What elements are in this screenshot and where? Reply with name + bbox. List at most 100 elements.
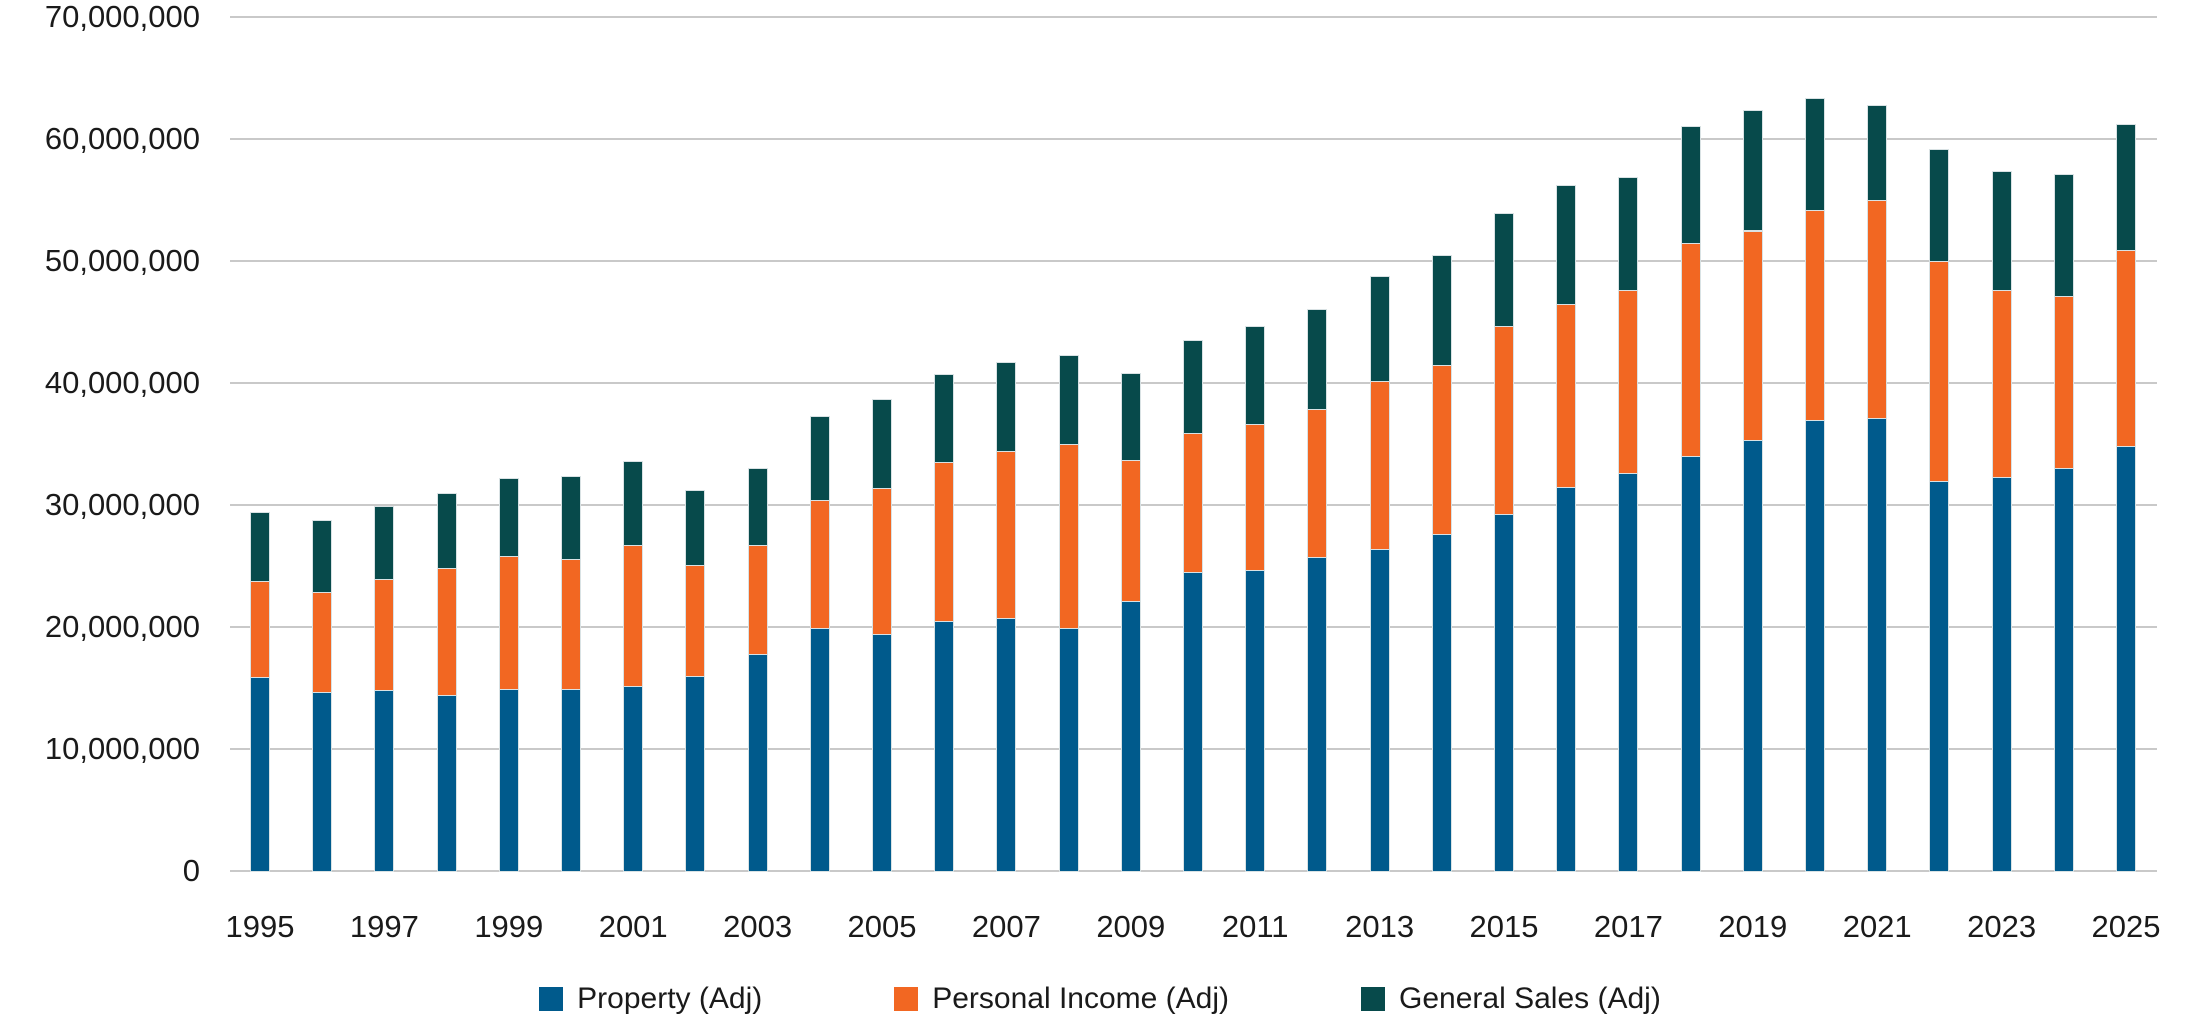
bar-segment-2016-personal-income-adj[interactable] <box>1556 303 1577 488</box>
bar-segment-2013-property-adj[interactable] <box>1369 548 1390 872</box>
bar-segment-2006-personal-income-adj[interactable] <box>934 462 955 622</box>
bar-segment-2001-general-sales-adj[interactable] <box>623 461 644 547</box>
bar-segment-1996-property-adj[interactable] <box>312 691 333 872</box>
bar-segment-2018-property-adj[interactable] <box>1680 456 1701 872</box>
bar-segment-2002-property-adj[interactable] <box>685 675 706 872</box>
bar-segment-1997-personal-income-adj[interactable] <box>374 579 395 692</box>
bar-segment-2018-general-sales-adj[interactable] <box>1680 125 1701 244</box>
bar-segment-2023-property-adj[interactable] <box>1991 476 2012 872</box>
legend-swatch-general-sales-adj <box>1361 987 1386 1011</box>
bar-segment-1995-general-sales-adj[interactable] <box>250 512 270 582</box>
bar-segment-1997-general-sales-adj[interactable] <box>374 506 395 581</box>
bar-segment-2025-general-sales-adj[interactable] <box>2116 124 2136 252</box>
bar-segment-2008-general-sales-adj[interactable] <box>1058 354 1079 445</box>
bar-segment-2025-property-adj[interactable] <box>2116 446 2136 872</box>
bar-segment-2003-personal-income-adj[interactable] <box>747 545 768 655</box>
bar-segment-2015-general-sales-adj[interactable] <box>1494 213 1514 327</box>
bar-segment-2011-general-sales-adj[interactable] <box>1245 325 1266 426</box>
bar-segment-1996-general-sales-adj[interactable] <box>312 519 333 593</box>
bar-segment-2002-general-sales-adj[interactable] <box>685 490 706 566</box>
bar-segment-1999-property-adj[interactable] <box>498 689 519 872</box>
bar-segment-2005-general-sales-adj[interactable] <box>872 398 892 489</box>
bar-segment-2024-property-adj[interactable] <box>2053 468 2074 872</box>
bar-segment-2004-property-adj[interactable] <box>809 628 830 872</box>
bar-segment-2012-personal-income-adj[interactable] <box>1307 408 1328 559</box>
bar-segment-2019-personal-income-adj[interactable] <box>1742 230 1763 442</box>
y-axis-tick-label: 10,000,000 <box>44 731 200 766</box>
x-axis-tick-label-2023: 2023 <box>1967 909 2037 944</box>
bar-segment-2006-property-adj[interactable] <box>934 620 955 872</box>
bar-segment-1999-general-sales-adj[interactable] <box>498 478 519 558</box>
bar-segment-2007-general-sales-adj[interactable] <box>996 362 1017 453</box>
bar-segment-2005-property-adj[interactable] <box>872 634 892 872</box>
legend-item-personal-income-adj[interactable]: Personal Income (Adj) <box>894 982 1229 1016</box>
bar-segment-2006-general-sales-adj[interactable] <box>934 374 955 464</box>
bar-segment-2020-general-sales-adj[interactable] <box>1805 97 1825 211</box>
bar-segment-2000-property-adj[interactable] <box>561 689 581 872</box>
bar-segment-2017-personal-income-adj[interactable] <box>1618 290 1639 475</box>
bar-segment-2015-personal-income-adj[interactable] <box>1494 325 1514 515</box>
bar-segment-2020-property-adj[interactable] <box>1805 419 1825 872</box>
bar-segment-2016-property-adj[interactable] <box>1556 486 1577 872</box>
bar-segment-1997-property-adj[interactable] <box>374 690 395 872</box>
bar-segment-2009-general-sales-adj[interactable] <box>1120 373 1141 461</box>
bar-segment-2007-personal-income-adj[interactable] <box>996 451 1017 620</box>
bar-segment-2007-property-adj[interactable] <box>996 618 1017 872</box>
bar-segment-1998-personal-income-adj[interactable] <box>436 568 457 697</box>
bar-segment-2021-general-sales-adj[interactable] <box>1867 104 1888 201</box>
bar-segment-2020-personal-income-adj[interactable] <box>1805 209 1825 421</box>
bar-segment-2022-property-adj[interactable] <box>1929 480 1950 872</box>
bar-segment-2010-general-sales-adj[interactable] <box>1183 340 1203 435</box>
bar-segment-1998-property-adj[interactable] <box>436 695 457 872</box>
bar-segment-2022-general-sales-adj[interactable] <box>1929 148 1950 262</box>
legend-item-general-sales-adj[interactable]: General Sales (Adj) <box>1361 982 1661 1016</box>
bar-segment-2014-general-sales-adj[interactable] <box>1431 254 1452 366</box>
bar-segment-2000-personal-income-adj[interactable] <box>561 558 581 691</box>
bar-segment-2001-personal-income-adj[interactable] <box>623 545 644 687</box>
bar-segment-2023-personal-income-adj[interactable] <box>1991 290 2012 478</box>
bar-segment-2024-general-sales-adj[interactable] <box>2053 174 2074 298</box>
bar-segment-2009-property-adj[interactable] <box>1120 601 1141 872</box>
bar-segment-2009-personal-income-adj[interactable] <box>1120 459 1141 603</box>
bar-segment-2000-general-sales-adj[interactable] <box>561 475 581 560</box>
bar-segment-2012-property-adj[interactable] <box>1307 557 1328 872</box>
bar-segment-2001-property-adj[interactable] <box>623 685 644 872</box>
bar-segment-2016-general-sales-adj[interactable] <box>1556 185 1577 305</box>
bar-segment-2013-general-sales-adj[interactable] <box>1369 275 1390 382</box>
bar-segment-2002-personal-income-adj[interactable] <box>685 564 706 677</box>
bar-segment-2012-general-sales-adj[interactable] <box>1307 308 1328 410</box>
bar-segment-2003-general-sales-adj[interactable] <box>747 468 768 547</box>
bar-segment-2019-property-adj[interactable] <box>1742 440 1763 872</box>
bar-segment-2008-personal-income-adj[interactable] <box>1058 444 1079 630</box>
bar-segment-2011-personal-income-adj[interactable] <box>1245 424 1266 571</box>
bar-segment-2017-general-sales-adj[interactable] <box>1618 176 1639 292</box>
bar-segment-2004-personal-income-adj[interactable] <box>809 500 830 630</box>
bar-segment-2010-personal-income-adj[interactable] <box>1183 433 1203 574</box>
bar-segment-2004-general-sales-adj[interactable] <box>809 415 830 502</box>
bar-segment-2023-general-sales-adj[interactable] <box>1991 170 2012 292</box>
bar-segment-2018-personal-income-adj[interactable] <box>1680 242 1701 458</box>
bar-segment-2003-property-adj[interactable] <box>747 653 768 872</box>
bar-segment-2025-personal-income-adj[interactable] <box>2116 250 2136 448</box>
bar-segment-2017-property-adj[interactable] <box>1618 473 1639 872</box>
bar-segment-2011-property-adj[interactable] <box>1245 569 1266 872</box>
bar-segment-1996-personal-income-adj[interactable] <box>312 591 333 693</box>
bar-segment-2022-personal-income-adj[interactable] <box>1929 261 1950 482</box>
bar-segment-1995-personal-income-adj[interactable] <box>250 580 270 678</box>
y-axis-tick-label: 30,000,000 <box>44 487 200 522</box>
bar-segment-2010-property-adj[interactable] <box>1183 572 1203 872</box>
bar-segment-1995-property-adj[interactable] <box>250 677 270 872</box>
bar-segment-1998-general-sales-adj[interactable] <box>436 492 457 570</box>
legend-item-property-adj[interactable]: Property (Adj) <box>539 982 762 1016</box>
bar-segment-2014-property-adj[interactable] <box>1431 534 1452 872</box>
bar-segment-2024-personal-income-adj[interactable] <box>2053 296 2074 470</box>
bar-segment-1999-personal-income-adj[interactable] <box>498 556 519 691</box>
bar-segment-2021-property-adj[interactable] <box>1867 418 1888 872</box>
bar-segment-2013-personal-income-adj[interactable] <box>1369 380 1390 550</box>
bar-segment-2014-personal-income-adj[interactable] <box>1431 364 1452 536</box>
bar-segment-2021-personal-income-adj[interactable] <box>1867 200 1888 420</box>
bar-segment-2019-general-sales-adj[interactable] <box>1742 109 1763 232</box>
bar-segment-2008-property-adj[interactable] <box>1058 628 1079 872</box>
bar-segment-2005-personal-income-adj[interactable] <box>872 487 892 636</box>
bar-segment-2015-property-adj[interactable] <box>1494 513 1514 872</box>
